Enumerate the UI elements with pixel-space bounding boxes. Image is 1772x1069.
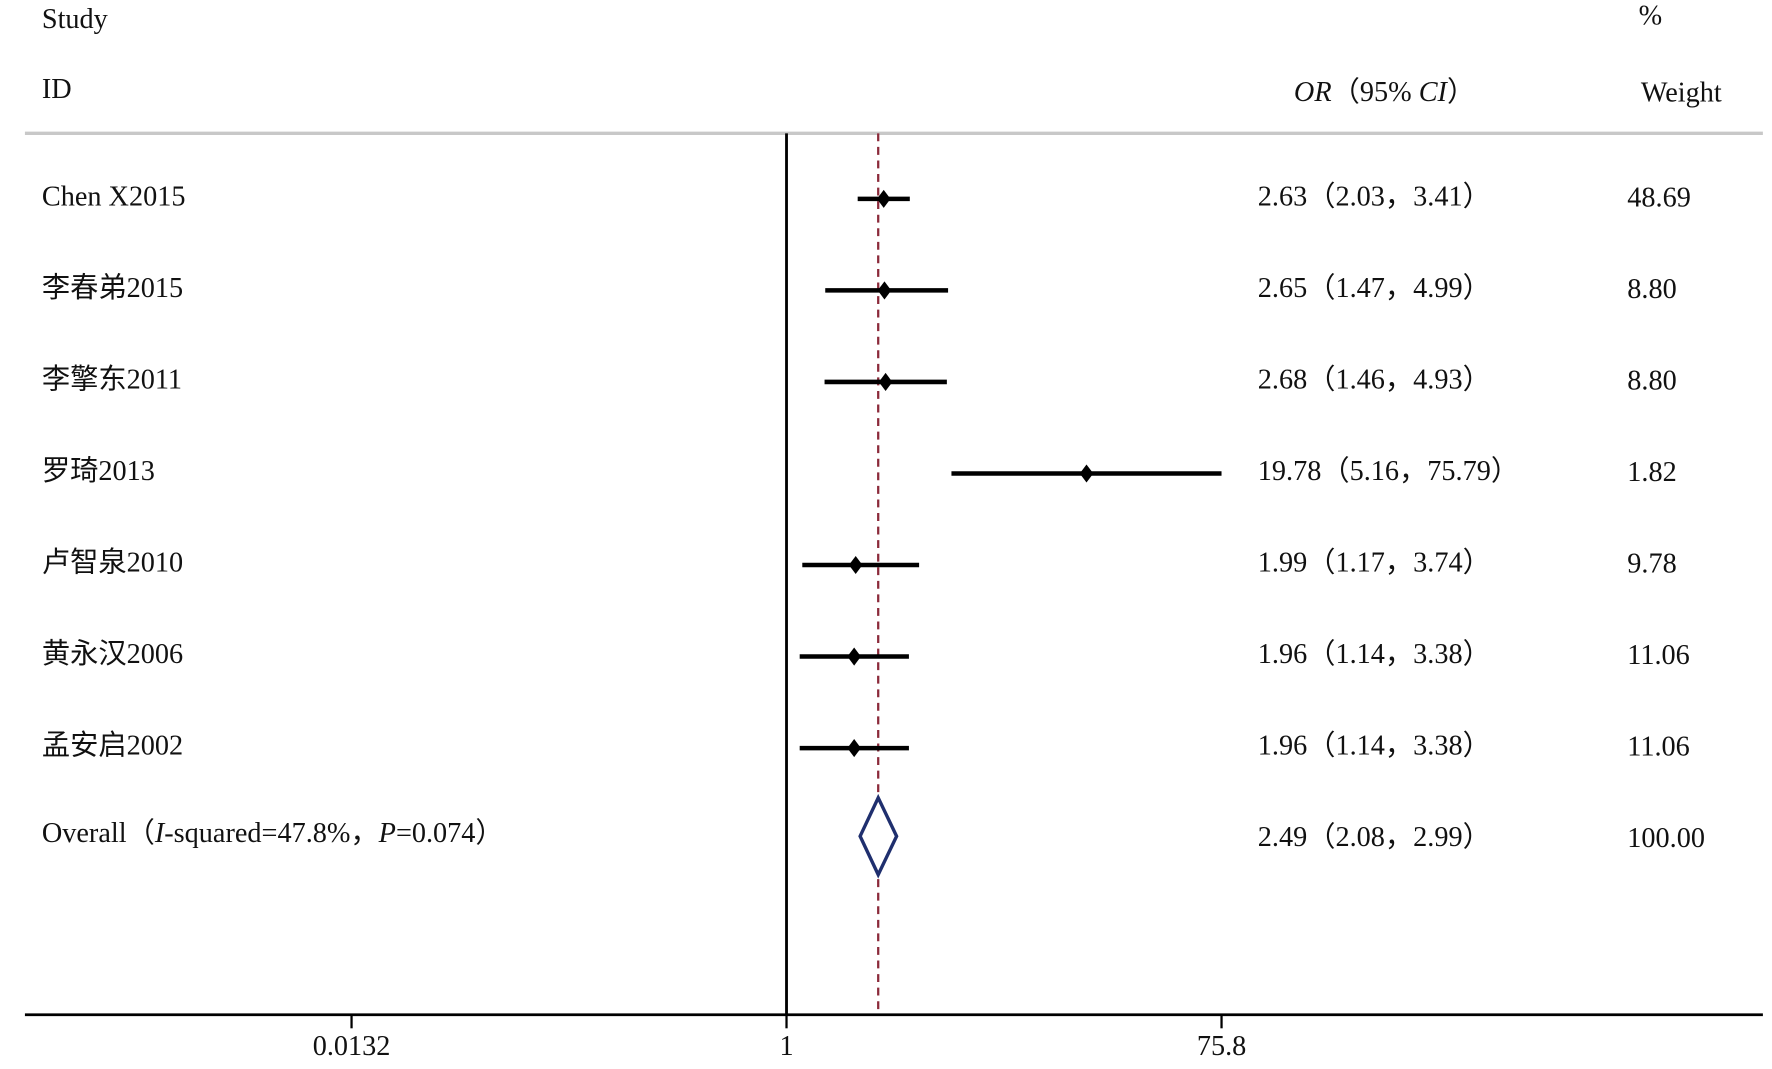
overall-label-part: =0.074）	[396, 818, 504, 850]
overall-label: Overall（I-squared=47.8%，P=0.074）	[42, 818, 504, 850]
point-estimate	[847, 739, 861, 758]
study-label: 李擎东2011	[42, 363, 182, 395]
study-label: 李春弟2015	[42, 272, 183, 304]
study-label: 黄永汉2006	[42, 638, 183, 670]
header-or: OR	[1294, 77, 1332, 108]
weight-label: 8.80	[1627, 274, 1676, 305]
header-percent: %	[1639, 1, 1663, 32]
overall-label-part: -squared=47.8%，	[164, 819, 378, 850]
overall-label-part: P	[378, 819, 396, 850]
ci-label: 2.68（1.46，4.93）	[1258, 363, 1491, 395]
study-label: Chen X2015	[42, 181, 186, 212]
weight-label: 11.06	[1627, 640, 1690, 671]
x-tick-label: 75.8	[1197, 1031, 1246, 1062]
point-estimate	[878, 372, 893, 391]
point-estimate	[876, 189, 891, 208]
point-estimate	[848, 555, 863, 575]
weight-label: 8.80	[1627, 366, 1676, 397]
point-estimate	[1079, 464, 1094, 483]
weight-label: 9.78	[1627, 549, 1676, 580]
study-label: 罗琦2013	[42, 456, 155, 487]
weight-label: 48.69	[1627, 182, 1691, 213]
weight-label: 11.06	[1627, 732, 1690, 763]
study-label: 卢智泉2010	[42, 546, 183, 578]
ci-label: 2.63（2.03，3.41）	[1258, 180, 1491, 212]
header-ci-close: ）	[1447, 76, 1475, 108]
header-id: ID	[42, 74, 72, 105]
ci-label: 1.99（1.17，3.74）	[1258, 546, 1491, 578]
x-tick-label: 1	[779, 1031, 793, 1062]
point-estimate	[877, 281, 892, 300]
header-ci-open: （95%	[1332, 76, 1419, 108]
overall-diamond	[858, 793, 899, 879]
overall-label-part: I	[154, 819, 166, 850]
header-or-ci: OR（95% CI）	[1294, 76, 1475, 108]
study-label: 孟安启2002	[42, 730, 183, 762]
header-study: Study	[42, 4, 109, 35]
overall-label-part: Overall（	[42, 818, 155, 850]
header-ci: CI	[1419, 77, 1449, 108]
point-estimate	[847, 647, 861, 666]
overall-weight-label: 100.00	[1627, 823, 1705, 854]
ci-label: 19.78（5.16，75.79）	[1258, 455, 1519, 487]
header-weight: Weight	[1641, 77, 1722, 108]
ci-label: 1.96（1.14，3.38）	[1258, 730, 1491, 762]
weight-label: 1.82	[1627, 457, 1676, 488]
overall-ci-label: 2.49（2.08，2.99）	[1258, 821, 1491, 853]
ci-label: 1.96（1.14，3.38）	[1258, 638, 1491, 670]
x-tick-label: 0.0132	[313, 1031, 391, 1062]
ci-label: 2.65（1.47，4.99）	[1258, 272, 1491, 304]
